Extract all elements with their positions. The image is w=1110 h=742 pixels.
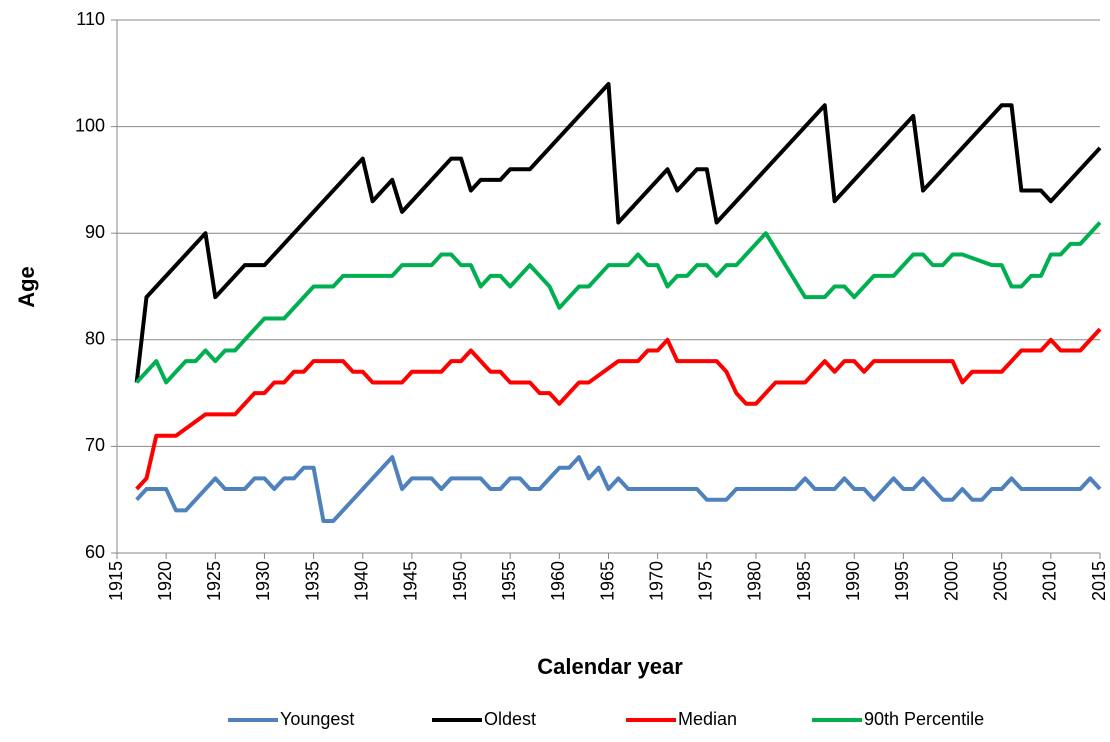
y-tick-label: 70 — [85, 435, 105, 455]
y-tick-label: 90 — [85, 222, 105, 242]
series-line — [135, 221, 1102, 385]
x-tick-label: 1980 — [745, 561, 765, 601]
x-tick-label: 1915 — [106, 561, 126, 601]
legend-label: Youngest — [280, 709, 354, 729]
x-tick-label: 1975 — [696, 561, 716, 601]
series-line — [134, 81, 1102, 383]
y-tick-label: 80 — [85, 329, 105, 349]
x-tick-label: 1965 — [597, 561, 617, 601]
x-tick-label: 1970 — [646, 561, 666, 601]
x-tick-label: 1920 — [155, 561, 175, 601]
y-tick-label: 60 — [85, 542, 105, 562]
x-tick-label: 2000 — [941, 561, 961, 601]
x-tick-label: 1940 — [352, 561, 372, 601]
legend-label: 90th Percentile — [864, 709, 984, 729]
legend-label: Median — [678, 709, 737, 729]
x-tick-label: 1985 — [794, 561, 814, 601]
x-tick-label: 1930 — [253, 561, 273, 601]
x-tick-label: 2005 — [990, 561, 1010, 601]
x-axis-title: Calendar year — [537, 654, 683, 679]
series-line — [135, 327, 1102, 491]
legend-label: Oldest — [484, 709, 536, 729]
y-tick-label: 100 — [75, 115, 105, 135]
y-axis-title: Age — [14, 266, 39, 308]
x-tick-label: 1950 — [450, 561, 470, 601]
x-tick-label: 2015 — [1089, 561, 1109, 601]
series-line — [135, 455, 1102, 524]
x-tick-label: 1925 — [204, 561, 224, 601]
x-tick-label: 1960 — [548, 561, 568, 601]
x-tick-label: 1990 — [843, 561, 863, 601]
x-tick-label: 1955 — [499, 561, 519, 601]
x-tick-label: 2010 — [1040, 561, 1060, 601]
x-tick-label: 1935 — [302, 561, 322, 601]
x-tick-label: 1995 — [892, 561, 912, 601]
y-tick-label: 110 — [76, 9, 105, 29]
x-tick-label: 1945 — [401, 561, 421, 601]
